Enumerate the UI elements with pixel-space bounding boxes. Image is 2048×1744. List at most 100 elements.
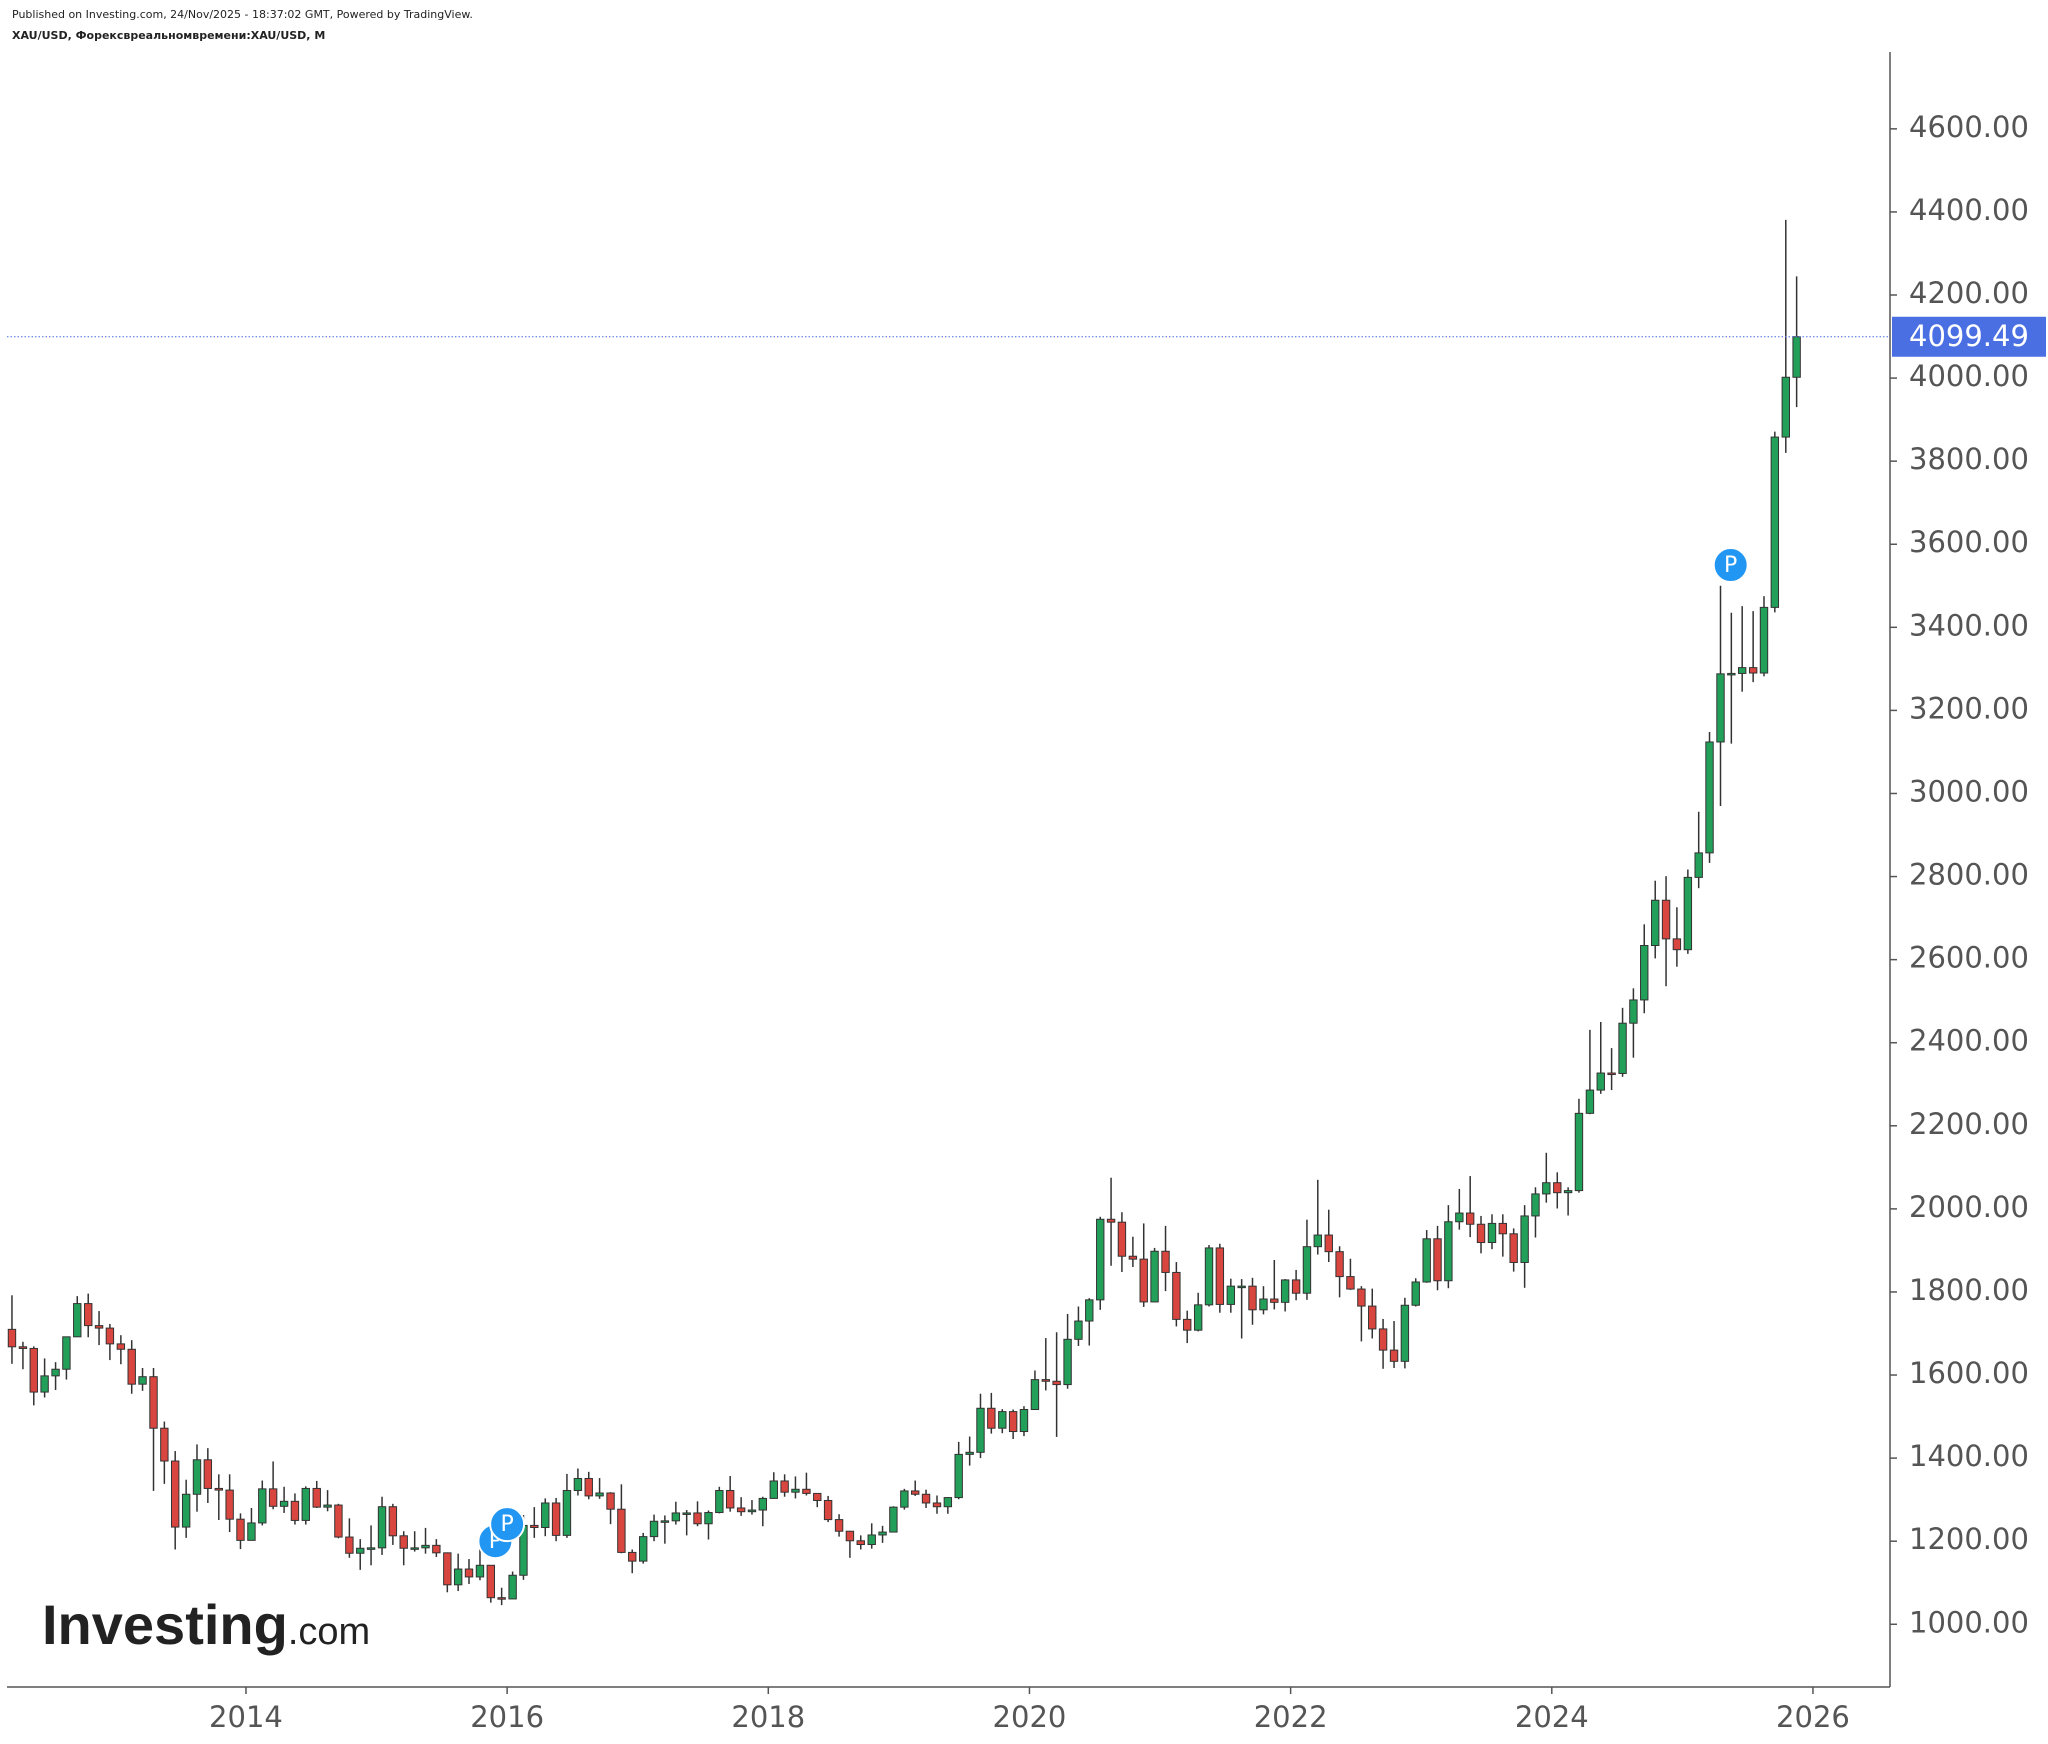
candle-body xyxy=(1465,1212,1475,1225)
candle-body xyxy=(736,1507,746,1513)
candle-body xyxy=(1368,1305,1377,1330)
event-marker xyxy=(489,1506,526,1543)
candle-body xyxy=(301,1487,310,1521)
x-tick-label: 2020 xyxy=(993,1700,1067,1734)
y-tick-label: 2000.00 xyxy=(1909,1190,2029,1224)
candle-body xyxy=(432,1544,441,1554)
candle-body xyxy=(62,1336,71,1370)
candle-body xyxy=(965,1451,974,1455)
candle-body xyxy=(1172,1271,1181,1320)
candle-body xyxy=(998,1411,1007,1429)
candle-body xyxy=(258,1488,267,1524)
event-marker-label: P xyxy=(500,1512,513,1537)
candle-body xyxy=(1553,1182,1562,1194)
candle-body xyxy=(1433,1238,1442,1282)
candle-body xyxy=(1411,1281,1420,1306)
candle-body xyxy=(1030,1379,1040,1411)
candle-body xyxy=(1727,672,1736,676)
candle-body xyxy=(1096,1218,1105,1301)
candle-body xyxy=(127,1348,136,1385)
candle-body xyxy=(453,1568,463,1586)
candle-body xyxy=(334,1504,343,1538)
candle-body xyxy=(834,1519,844,1532)
candle-body xyxy=(747,1509,757,1513)
candle-body xyxy=(279,1500,289,1507)
candle-body xyxy=(345,1536,354,1554)
candle-body xyxy=(1618,1022,1627,1074)
candle-body xyxy=(366,1547,376,1550)
candle-body xyxy=(987,1407,996,1429)
candle-body xyxy=(105,1327,115,1345)
candle-body xyxy=(1204,1247,1214,1306)
last-price-label: 4099.49 xyxy=(1909,319,2029,353)
y-tick-label: 4600.00 xyxy=(1909,110,2029,144)
candle-body xyxy=(769,1480,778,1499)
candle-body xyxy=(758,1497,768,1511)
candle-body xyxy=(671,1512,681,1522)
candle-body xyxy=(1150,1250,1159,1303)
candle-body xyxy=(1509,1233,1518,1263)
candle-body xyxy=(323,1504,332,1508)
y-tick-label: 1000.00 xyxy=(1909,1605,2029,1639)
candle-body xyxy=(911,1490,920,1495)
candle-body xyxy=(1085,1299,1094,1322)
candle-body xyxy=(1280,1279,1290,1303)
y-tick-label: 1800.00 xyxy=(1909,1273,2029,1307)
candle-body xyxy=(421,1544,430,1549)
candle-body xyxy=(1313,1234,1322,1248)
candle-body xyxy=(1335,1251,1344,1278)
candle-body xyxy=(268,1488,278,1507)
logo-suffix: .com xyxy=(288,1611,370,1653)
candle-body xyxy=(170,1460,180,1528)
candle-body xyxy=(562,1490,572,1536)
candle-body xyxy=(1748,667,1758,674)
y-tick-label: 2800.00 xyxy=(1909,858,2029,892)
candle-body xyxy=(638,1536,648,1562)
candle-body xyxy=(1661,899,1671,940)
candle-body xyxy=(192,1459,202,1495)
candle-body xyxy=(1607,1072,1616,1076)
candle-body xyxy=(1422,1238,1431,1283)
candle-body xyxy=(921,1493,931,1504)
candle-body xyxy=(791,1488,800,1493)
candle-body xyxy=(584,1477,593,1497)
candle-body xyxy=(225,1489,234,1520)
candle-body xyxy=(595,1492,604,1497)
y-tick-label: 3400.00 xyxy=(1909,608,2029,642)
candle-body xyxy=(1542,1182,1551,1195)
plot: 1000.00 1200.00 1400.00 1600.00 1800.00 2000.… xyxy=(7,110,2029,1734)
candle-body xyxy=(780,1480,789,1493)
candle-body xyxy=(1248,1285,1257,1311)
candle-body xyxy=(1302,1246,1312,1294)
candle-body xyxy=(1052,1380,1061,1386)
candle-body xyxy=(1498,1222,1508,1235)
candle-body xyxy=(845,1530,855,1542)
candle-body xyxy=(889,1506,898,1533)
candle-body xyxy=(94,1325,104,1329)
candle-body xyxy=(7,1328,17,1348)
candle-body xyxy=(73,1303,82,1338)
y-tick-label: 3000.00 xyxy=(1909,774,2029,808)
candle-body xyxy=(628,1551,637,1562)
y-tick-label: 4200.00 xyxy=(1909,276,2029,310)
candle-body xyxy=(508,1574,517,1600)
candle-body xyxy=(660,1520,670,1523)
y-tick-label: 4000.00 xyxy=(1909,359,2029,393)
candle-body xyxy=(1531,1193,1540,1217)
candle-body xyxy=(1476,1223,1486,1244)
candle-body xyxy=(1792,336,1801,378)
candle-body xyxy=(1563,1190,1573,1194)
candle-body xyxy=(247,1522,256,1541)
candle-body xyxy=(823,1499,833,1521)
logo: Investing.com xyxy=(42,1593,370,1656)
candle-body xyxy=(1444,1221,1453,1282)
candle-body xyxy=(1291,1279,1301,1294)
candle-body xyxy=(856,1540,865,1546)
candle-body xyxy=(704,1512,713,1525)
candle-body xyxy=(1259,1298,1268,1311)
candle-body xyxy=(617,1508,626,1553)
candle-body xyxy=(1455,1212,1464,1223)
candle-body xyxy=(1161,1250,1170,1273)
candle-body xyxy=(1400,1304,1410,1362)
